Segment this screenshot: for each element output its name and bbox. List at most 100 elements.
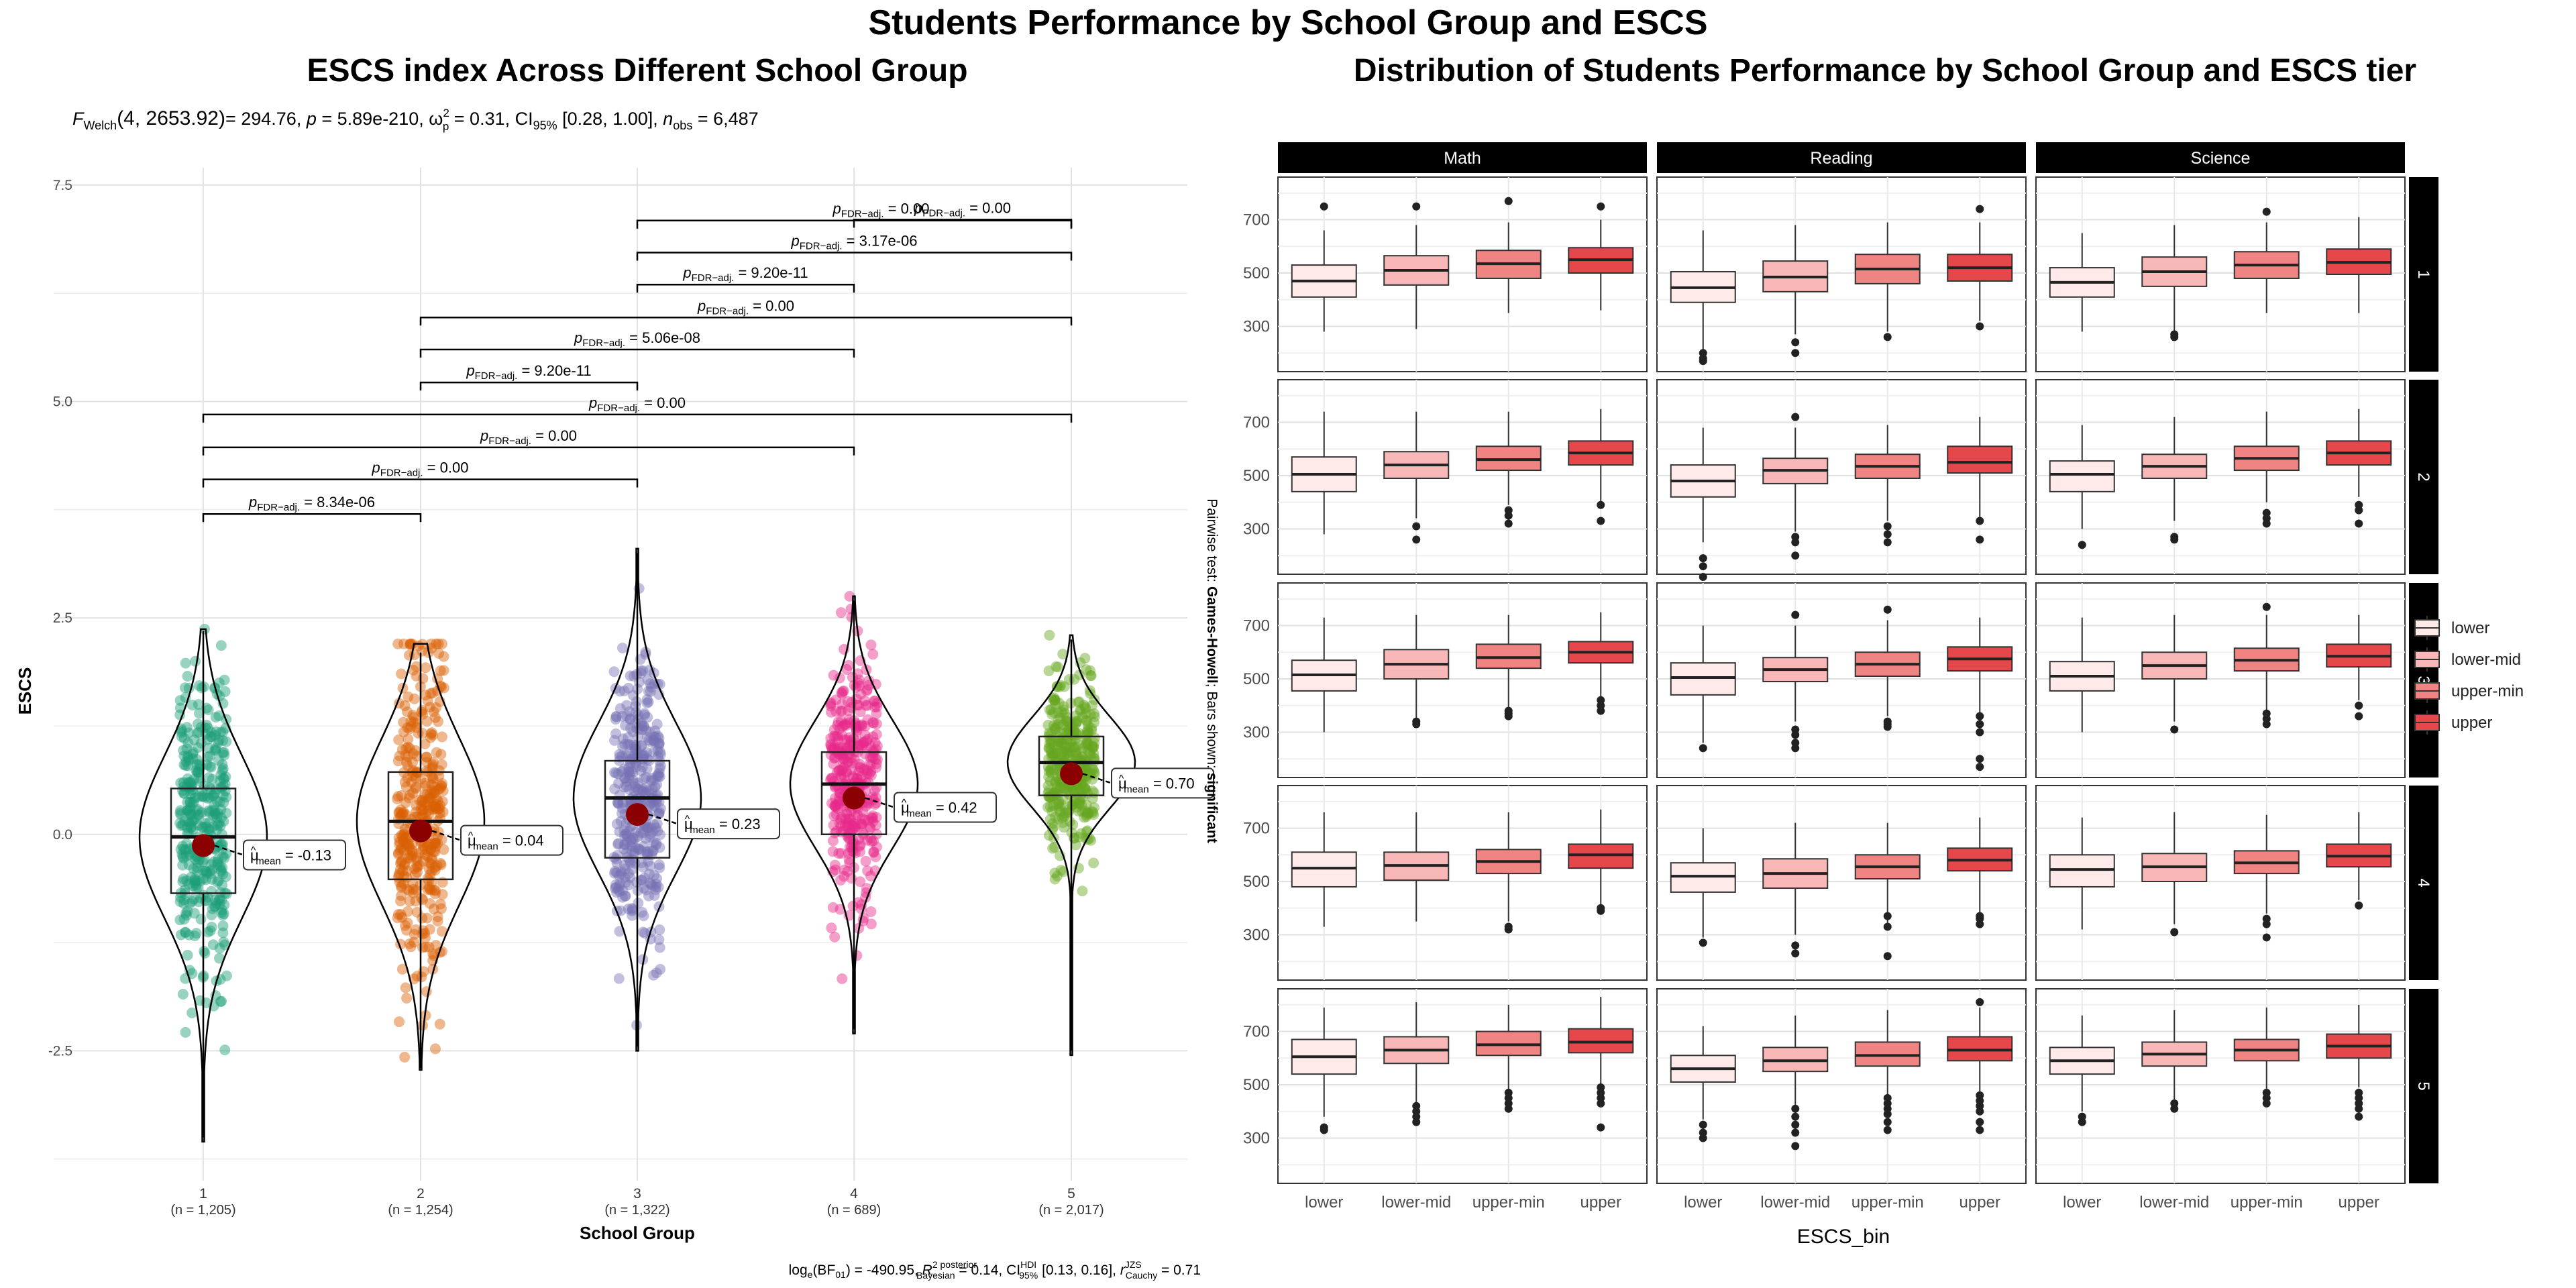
outlier-point — [1504, 519, 1513, 528]
jitter-point — [411, 855, 423, 866]
jitter-point — [203, 824, 215, 835]
jitter-point — [619, 843, 630, 855]
jitter-point — [612, 798, 624, 809]
jitter-point — [636, 720, 647, 731]
jitter-point — [420, 941, 431, 953]
box-upper — [2326, 409, 2392, 528]
jitter-point — [204, 761, 215, 772]
jitter-point — [174, 709, 186, 720]
jitter-point — [178, 750, 190, 761]
jitter-point — [217, 879, 228, 891]
jitter-point — [201, 867, 213, 879]
jitter-point — [178, 759, 190, 770]
jitter-point — [408, 716, 419, 728]
jitter-point — [189, 875, 201, 886]
jitter-point — [428, 800, 439, 812]
jitter-point — [838, 753, 849, 765]
outlier-point — [1883, 1093, 1892, 1102]
jitter-point — [619, 772, 631, 784]
box-iqr — [1291, 851, 1357, 888]
jitter-point — [644, 877, 655, 889]
jitter-point — [182, 949, 193, 961]
jitter-point — [207, 790, 219, 802]
legend-label: lower-mid — [2451, 651, 2521, 669]
jitter-point — [417, 804, 429, 816]
jitter-point — [645, 828, 656, 839]
jitter-point — [184, 818, 195, 829]
jitter-point — [846, 820, 857, 831]
jitter-point — [853, 740, 864, 751]
jitter-point — [216, 996, 227, 1007]
jitter-point — [847, 839, 858, 850]
jitter-point — [630, 700, 641, 712]
jitter-point — [217, 765, 228, 776]
jitter-point — [420, 932, 431, 944]
jitter-point — [652, 825, 663, 837]
jitter-point — [826, 742, 837, 753]
jitter-point — [178, 788, 190, 799]
jitter-point — [655, 829, 666, 841]
jitter-point — [193, 804, 204, 815]
jitter-point — [431, 638, 442, 649]
outlier-point — [1976, 517, 1984, 525]
jitter-point — [835, 874, 847, 885]
jitter-point — [655, 803, 666, 814]
box-iqr — [2049, 661, 2115, 692]
jitter-point — [849, 847, 861, 859]
jitter-point — [861, 684, 873, 696]
jitter-point — [193, 882, 204, 894]
jitter-point — [424, 898, 435, 909]
jitter-point — [649, 869, 660, 881]
jitter-point — [627, 906, 638, 917]
jitter-point — [855, 688, 867, 700]
jitter-point — [396, 668, 407, 680]
facet-panel — [2035, 785, 2406, 981]
jitter-point — [1079, 702, 1091, 713]
jitter-point — [653, 737, 665, 749]
jitter-point — [842, 820, 853, 832]
jitter-point — [212, 856, 223, 867]
jitter-point — [185, 822, 197, 833]
jitter-point — [621, 847, 633, 858]
outlier-point — [1412, 522, 1421, 531]
jitter-point — [203, 722, 214, 734]
jitter-point — [193, 718, 204, 730]
jitter-point — [190, 814, 201, 825]
jitter-point — [436, 780, 447, 792]
jitter-point — [191, 754, 203, 765]
jitter-point — [180, 926, 191, 938]
jitter-point — [407, 638, 418, 649]
jitter-point — [209, 788, 220, 799]
outlier-point — [1699, 354, 1707, 363]
jitter-point — [643, 686, 654, 697]
jitter-point — [426, 771, 437, 782]
jitter-point — [411, 885, 422, 896]
jitter-point — [653, 739, 665, 751]
jitter-point — [188, 863, 199, 874]
jitter-point — [633, 843, 645, 855]
jitter-point — [181, 743, 193, 755]
jitter-point — [182, 905, 193, 916]
jitter-point — [397, 808, 409, 820]
box-upper — [2326, 614, 2392, 720]
jitter-point — [865, 751, 876, 763]
x-tick-label: upper-min — [1851, 1193, 1924, 1212]
jitter-point — [646, 772, 657, 784]
jitter-point — [215, 866, 227, 877]
jitter-point — [644, 727, 655, 738]
jitter-point — [184, 802, 196, 814]
jitter-point — [201, 821, 212, 833]
jitter-point — [1047, 748, 1059, 759]
jitter-point — [841, 808, 853, 819]
jitter-point — [396, 890, 407, 902]
jitter-point — [843, 757, 854, 768]
jitter-point — [638, 882, 649, 894]
outlier-point — [2262, 709, 2271, 718]
outlier-point — [1976, 1126, 1984, 1134]
jitter-point — [1043, 742, 1055, 753]
jitter-point — [653, 771, 665, 782]
jitter-point — [858, 737, 869, 748]
jitter-point — [209, 800, 220, 811]
jitter-point — [649, 890, 660, 901]
jitter-point — [653, 733, 665, 744]
